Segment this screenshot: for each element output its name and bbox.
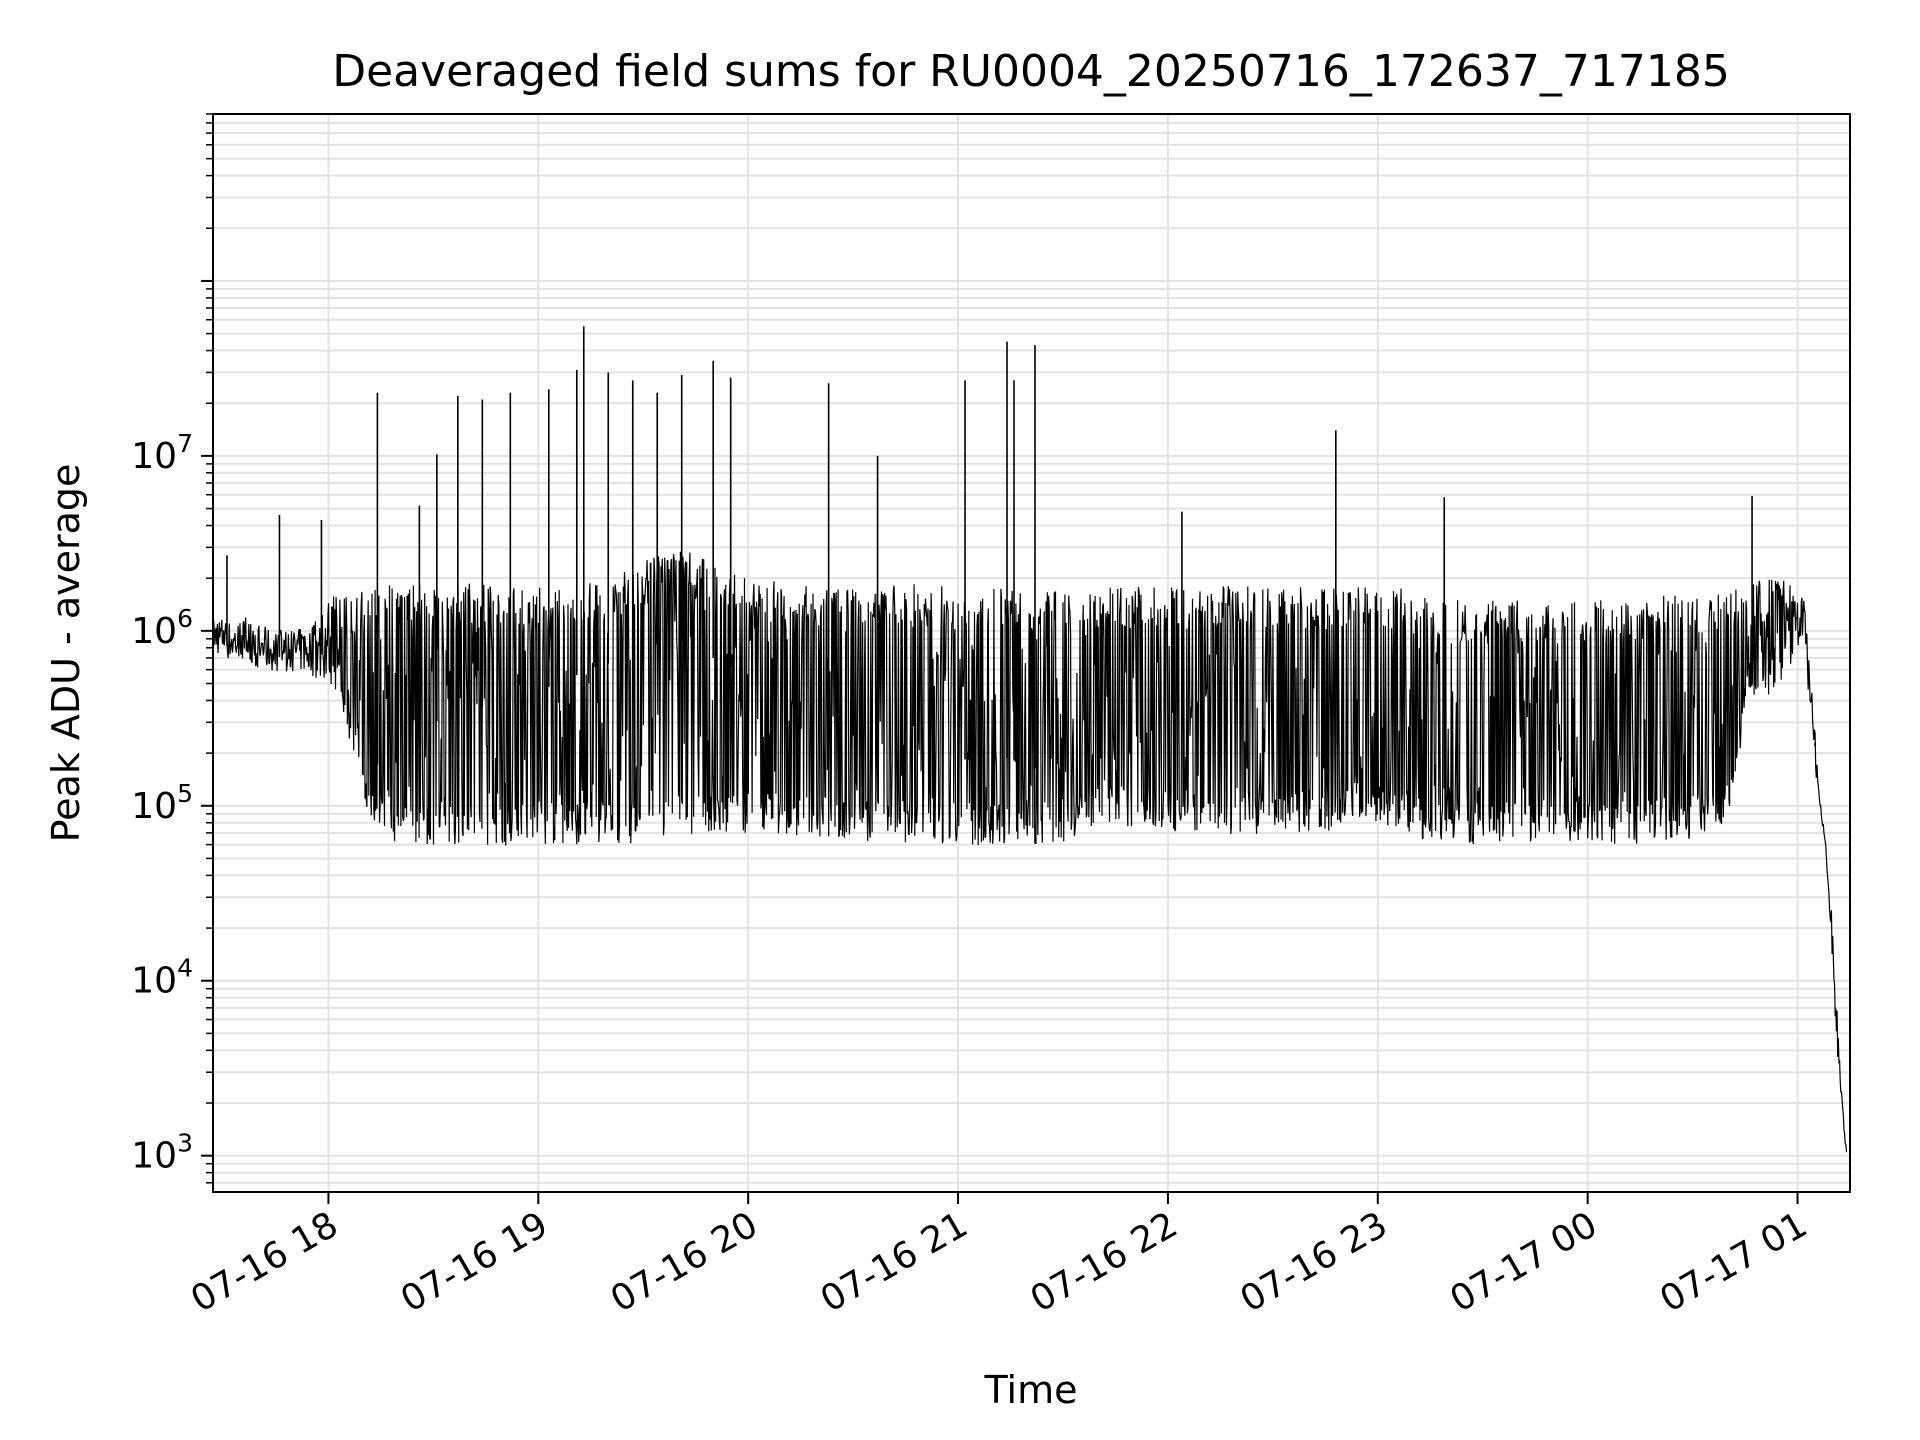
chart-title: Deaveraged field sums for RU0004_2025071… [332, 46, 1730, 97]
y-tick-label: 106 [131, 604, 193, 652]
y-tick-label: 104 [131, 954, 193, 1002]
y-tick-label: 107 [131, 429, 193, 477]
y-tick-label: 105 [131, 779, 193, 827]
data-series [213, 326, 1848, 1153]
y-axis-label: Peak ADU - average [44, 464, 88, 843]
y-tick-label: 103 [131, 1129, 193, 1177]
series-line [213, 551, 1848, 1153]
x-axis-label: Time [984, 1368, 1078, 1412]
grid [213, 113, 1850, 1192]
plot-frame [212, 113, 1851, 1193]
